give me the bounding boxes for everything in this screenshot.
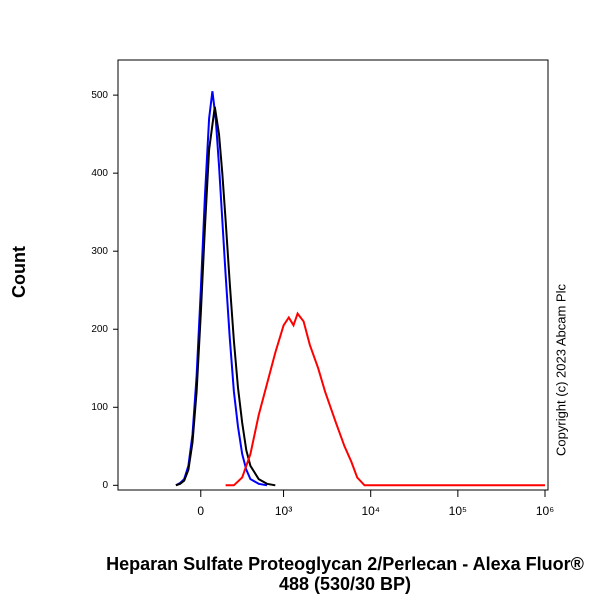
- y-tick-label: 0: [102, 480, 108, 491]
- x-tick-label: 10⁵: [449, 504, 467, 518]
- y-axis-label: Count: [9, 246, 29, 298]
- y-tick-label: 200: [91, 324, 108, 335]
- y-tick-label: 300: [91, 246, 108, 257]
- copyright: Copyright (c) 2023 Abcam Plc: [553, 284, 568, 456]
- x-tick-label: 10³: [275, 504, 292, 518]
- x-tick-label: 0: [197, 504, 204, 518]
- histogram-line: [175, 91, 268, 487]
- y-tick-label: 400: [91, 168, 108, 179]
- histogram-line: [225, 311, 545, 487]
- chart: Count Copyright (c) 2023 Abcam Plc 0 100 2…: [9, 59, 568, 518]
- y-tick-label: 100: [91, 402, 108, 413]
- plot-frame: [117, 59, 549, 491]
- histogram-line: [175, 106, 276, 487]
- y-tick-label: 500: [91, 90, 108, 101]
- x-tick-label: 10⁶: [536, 504, 554, 518]
- x-axis-label: Heparan Sulfate Proteoglycan 2/Perlecan …: [106, 554, 584, 594]
- x-tick-label: 10⁴: [361, 504, 380, 518]
